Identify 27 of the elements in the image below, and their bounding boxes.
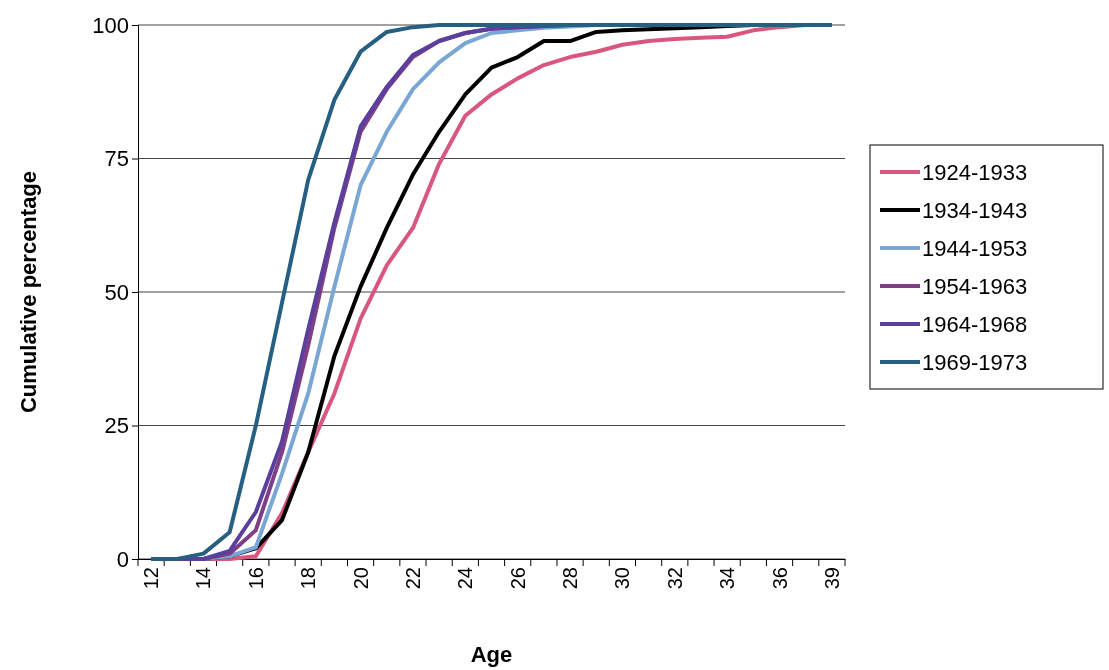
x-tick-label: 14 — [192, 567, 215, 590]
legend-label: 1954-1963 — [922, 273, 1028, 299]
y-tick-label: 75 — [104, 146, 129, 172]
y-axis-title: Cumulative percentage — [16, 170, 41, 414]
x-tick-label: 34 — [716, 567, 739, 590]
legend-label: 1944-1953 — [922, 235, 1028, 261]
x-tick-label: 12 — [140, 567, 163, 590]
x-tick-label: 36 — [768, 567, 791, 590]
x-axis-title: Age — [470, 642, 513, 667]
legend-label: 1934-1943 — [922, 197, 1028, 223]
y-tick-label: 0 — [116, 546, 129, 572]
y-tick-label: 25 — [104, 413, 129, 439]
legend-label: 1969-1973 — [922, 349, 1028, 375]
x-tick-label: 26 — [506, 567, 529, 590]
legend-label: 1924-1933 — [922, 159, 1028, 185]
x-tick-label: 28 — [559, 567, 582, 590]
x-tick-label: 39 — [820, 567, 843, 590]
x-tick-label: 16 — [244, 567, 267, 590]
y-tick-label: 100 — [92, 12, 129, 38]
legend-label: 1964-1968 — [922, 311, 1028, 337]
x-tick-label: 32 — [663, 567, 686, 590]
x-tick-label: 30 — [611, 567, 634, 590]
y-tick-label: 50 — [104, 279, 129, 305]
x-tick-label: 24 — [454, 567, 477, 590]
x-tick-label: 22 — [401, 567, 424, 590]
x-tick-label: 20 — [349, 567, 372, 590]
x-tick-label: 18 — [297, 567, 320, 590]
